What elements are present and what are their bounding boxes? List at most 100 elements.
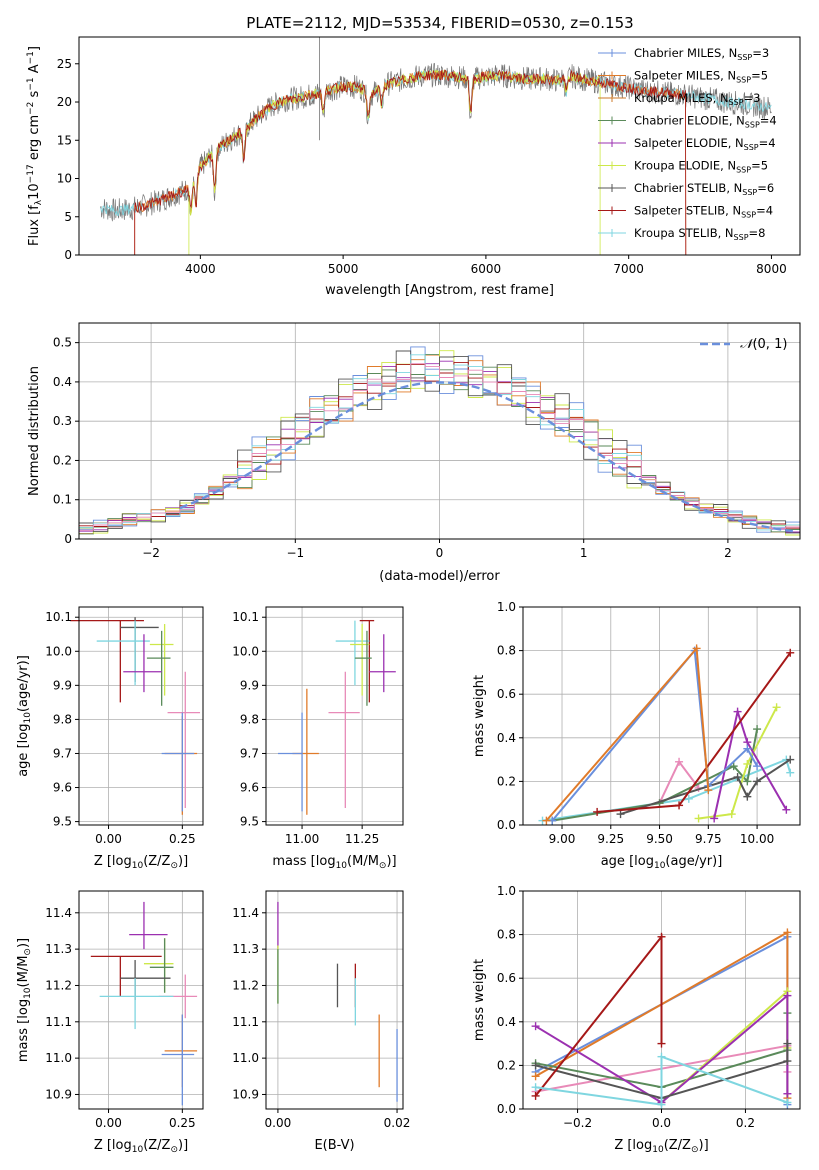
model-spectrum-line xyxy=(134,69,687,256)
x-axis-label: age [log10(age/yr)] xyxy=(601,854,723,871)
y-axis-label-part: )] xyxy=(16,938,31,948)
y-tick-label: 9.5 xyxy=(240,815,259,829)
legend-value: =5 xyxy=(751,159,768,173)
legend-text: Kroupa MILES, N xyxy=(634,91,729,105)
x-axis-label-part: )] xyxy=(699,1138,709,1153)
y-axis-label-part: A xyxy=(27,64,42,77)
y-tick-label: 11.4 xyxy=(45,906,72,920)
y-tick-label: 9.7 xyxy=(240,746,259,760)
y-tick-label: 11.2 xyxy=(232,978,259,992)
y-tick-label: 11.2 xyxy=(45,978,72,992)
mass-vs-ebv-plot: 0.00 0.02 10.9 11.0 11.1 11.2 11.3 11.4 E(B-V) xyxy=(232,890,410,1153)
y-axis-label-part: mass [log xyxy=(16,999,31,1062)
x-tick-label: 1 xyxy=(580,546,588,560)
y-axis-label-part: −2 xyxy=(26,102,36,115)
legend-text: Chabrier ELODIE, N xyxy=(634,114,745,128)
y-axis-label-part: −17 xyxy=(26,164,36,183)
axes-frame xyxy=(522,606,801,826)
y-axis-label-part: (age/yr)] xyxy=(16,655,31,712)
x-tick-label: 0.2 xyxy=(736,1116,755,1130)
y-tick-label: 0.4 xyxy=(497,731,516,745)
y-tick-label: 11.3 xyxy=(232,942,259,956)
legend-value: =3 xyxy=(752,46,769,60)
x-tick-label: 0.00 xyxy=(95,1116,122,1130)
axes-frame xyxy=(265,606,404,826)
x-tick-label: 9.00 xyxy=(549,832,576,846)
y-tick-label: 9.8 xyxy=(240,712,259,726)
x-axis-label-part: 10 xyxy=(336,861,348,871)
legend-text: Salpeter MILES, N xyxy=(634,69,736,83)
legend-sub: SSP xyxy=(741,211,756,220)
x-axis-label: E(B-V) xyxy=(314,1138,354,1153)
x-axis-label-part: Z [log xyxy=(94,1138,132,1153)
y-tick-label: 0 xyxy=(64,532,72,546)
legend-sub: SSP xyxy=(736,166,751,175)
x-tick-label: 9.75 xyxy=(695,832,722,846)
x-tick-label: 9.25 xyxy=(597,832,624,846)
x-axis-label: (data-model)/error xyxy=(379,569,500,584)
legend-sub: SSP xyxy=(742,188,757,197)
y-axis-label-part: −1 xyxy=(26,77,36,90)
axes-frame xyxy=(265,890,404,1110)
x-axis-label-part: Z [log xyxy=(94,854,132,869)
residual-histogram-steps xyxy=(78,354,801,539)
x-axis-label-part: ⊙ xyxy=(379,861,387,871)
legend-sub: SSP xyxy=(737,53,752,62)
x-axis-label-part: 10 xyxy=(132,861,144,871)
y-axis-label-part: ] xyxy=(27,46,42,51)
y-tick-label: 15 xyxy=(57,133,72,147)
legend-entry: Chabrier MILES, NSSP=3 xyxy=(634,46,769,62)
x-axis-label: Z [log10(Z/Z⊙)] xyxy=(614,1138,708,1155)
y-tick-label: 11.1 xyxy=(45,1015,72,1029)
x-tick-label: 11.25 xyxy=(345,832,379,846)
x-axis-label-part: mass [log xyxy=(272,854,335,869)
x-axis-label-part: 10 xyxy=(652,1145,664,1155)
x-tick-label: −1 xyxy=(286,546,304,560)
mass-weight-series-line xyxy=(713,707,788,819)
legend-value: =6 xyxy=(757,181,774,195)
y-tick-label: 9.5 xyxy=(53,815,72,829)
y-axis-label: Normed distribution xyxy=(27,366,42,496)
y-tick-label: 0.0 xyxy=(497,818,516,832)
axes-frame xyxy=(78,890,204,1110)
legend-entry: Kroupa STELIB, NSSP=8 xyxy=(634,226,765,242)
x-tick-label: −0.2 xyxy=(563,1116,592,1130)
y-tick-label: 0.0 xyxy=(497,1102,516,1116)
y-tick-label: 25 xyxy=(57,57,72,71)
spectrum-plot: 4000 5000 6000 7000 8000 0 5 10 15 20 25 wavelength… xyxy=(26,36,801,298)
x-axis-label: wavelength [Angstrom, rest frame] xyxy=(325,283,554,298)
legend-value: =3 xyxy=(744,91,761,105)
y-tick-label: 1.0 xyxy=(497,884,516,898)
y-tick-label: 9.6 xyxy=(240,781,259,795)
mass-weight-series-line xyxy=(535,1055,788,1106)
legend-text: Chabrier MILES, N xyxy=(634,46,737,60)
gaussian-reference-curve xyxy=(179,381,793,533)
x-axis-label-part: ⊙ xyxy=(170,861,178,871)
y-tick-label: 1.0 xyxy=(497,600,516,614)
legend-entry: Salpeter MILES, NSSP=5 xyxy=(634,69,768,85)
x-tick-label: 8000 xyxy=(756,262,787,276)
y-axis-label-part: Flux [f xyxy=(27,205,42,246)
legend-sub: SSP xyxy=(729,98,744,107)
y-tick-label: 11.0 xyxy=(232,1051,259,1065)
y-axis-label-part: 10 xyxy=(23,987,33,999)
y-tick-label: 0.1 xyxy=(53,493,72,507)
x-axis-label-part: Z [log xyxy=(614,1138,652,1153)
y-axis-label: mass weight xyxy=(472,675,487,757)
y-tick-label: 10.9 xyxy=(232,1087,259,1101)
residuals-histogram: −2 −1 0 1 2 0 0.1 0.2 0.3 0.4 0.5 (data-model)/erro… xyxy=(27,322,801,584)
y-tick-label: 10.0 xyxy=(45,644,72,658)
y-tick-label: 0.2 xyxy=(497,774,516,788)
legend-entry: Kroupa ELODIE, NSSP=5 xyxy=(634,159,768,175)
legend-entry: Kroupa MILES, NSSP=3 xyxy=(634,91,760,107)
x-axis-label-part: (M/M xyxy=(347,854,379,869)
legend-value: =4 xyxy=(756,204,773,218)
x-tick-label: 6000 xyxy=(471,262,502,276)
y-axis-label-part: −1 xyxy=(26,51,36,64)
legend-value: =4 xyxy=(759,136,776,150)
y-axis-label-part: λ xyxy=(34,199,44,205)
legend-value: =5 xyxy=(751,69,768,83)
legend-entry: Chabrier STELIB, NSSP=6 xyxy=(634,181,774,197)
x-tick-label: 11.00 xyxy=(285,832,319,846)
legend-text: Chabrier STELIB, N xyxy=(634,181,742,195)
